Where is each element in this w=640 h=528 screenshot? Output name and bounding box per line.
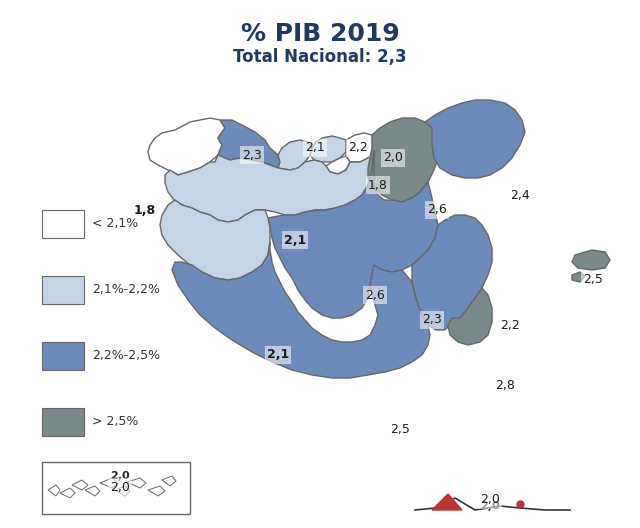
Text: 2,1: 2,1 (284, 233, 306, 247)
Text: 2,0: 2,0 (110, 480, 130, 494)
Polygon shape (346, 133, 376, 162)
Polygon shape (60, 488, 75, 498)
Text: 2,5: 2,5 (390, 423, 410, 437)
Text: 2,0: 2,0 (383, 152, 403, 165)
Text: < 2,1%: < 2,1% (92, 218, 138, 231)
Polygon shape (268, 150, 438, 318)
Text: Total Nacional: 2,3: Total Nacional: 2,3 (233, 48, 407, 66)
Polygon shape (148, 118, 225, 175)
Polygon shape (215, 120, 280, 168)
Bar (42, 210, 84, 238)
Text: 2,1: 2,1 (267, 348, 289, 362)
Text: 2,3: 2,3 (422, 314, 442, 326)
Polygon shape (48, 485, 60, 496)
Polygon shape (432, 494, 462, 510)
Text: 2,8: 2,8 (495, 379, 515, 391)
Polygon shape (127, 478, 146, 488)
Polygon shape (572, 272, 585, 282)
Polygon shape (425, 100, 525, 178)
Polygon shape (347, 255, 385, 282)
Polygon shape (160, 200, 270, 280)
Text: > 2,5%: > 2,5% (92, 416, 138, 429)
Polygon shape (412, 215, 492, 330)
Text: % PIB 2019: % PIB 2019 (241, 22, 399, 46)
Text: 2,2%-2,5%: 2,2%-2,5% (92, 350, 160, 363)
Bar (42, 408, 84, 436)
Bar (42, 342, 84, 370)
Text: 2,5: 2,5 (583, 274, 603, 287)
Text: 2,6: 2,6 (365, 288, 385, 301)
Text: 1,8: 1,8 (134, 203, 156, 216)
Text: 2,2: 2,2 (348, 142, 368, 155)
Text: 2,0: 2,0 (110, 471, 130, 481)
Polygon shape (326, 156, 350, 174)
Polygon shape (72, 480, 88, 490)
Polygon shape (368, 118, 440, 202)
Polygon shape (278, 140, 312, 170)
Text: 2,0: 2,0 (480, 501, 500, 511)
Polygon shape (115, 486, 130, 496)
Text: 2,4: 2,4 (510, 188, 530, 202)
Text: 2,1%-2,2%: 2,1%-2,2% (92, 284, 160, 297)
Polygon shape (162, 476, 176, 486)
Polygon shape (148, 486, 165, 496)
Bar (42, 462, 190, 514)
Text: 2,6: 2,6 (427, 203, 447, 216)
Polygon shape (172, 242, 430, 378)
Polygon shape (100, 478, 118, 488)
Text: 2,2: 2,2 (500, 318, 520, 332)
Polygon shape (165, 150, 374, 222)
Polygon shape (448, 288, 492, 345)
Polygon shape (572, 250, 610, 270)
Text: 2,1: 2,1 (305, 142, 325, 155)
Bar (42, 276, 84, 304)
Text: 1,8: 1,8 (368, 178, 388, 192)
Polygon shape (310, 136, 348, 162)
Text: 2,0: 2,0 (480, 494, 500, 506)
Text: 2,3: 2,3 (242, 148, 262, 162)
Polygon shape (85, 486, 100, 496)
